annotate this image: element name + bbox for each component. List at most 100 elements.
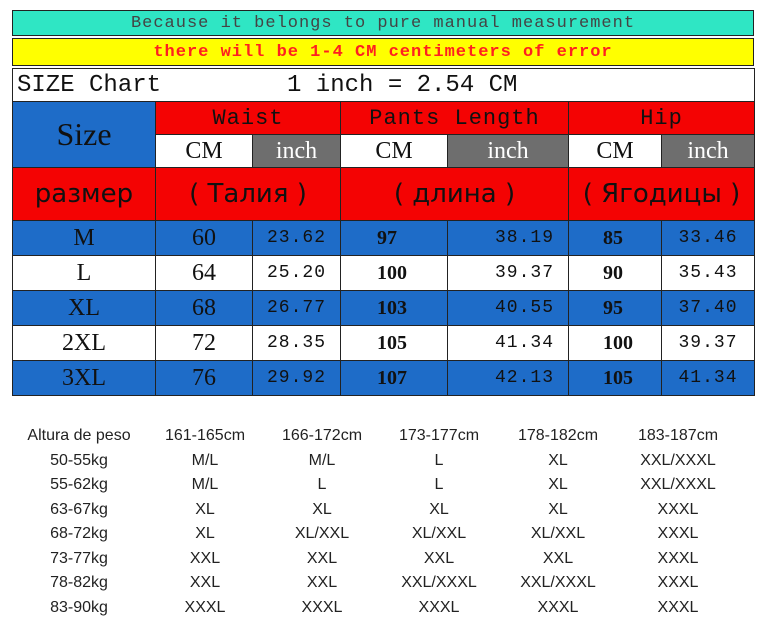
waist-cm-value: 76 bbox=[155, 360, 253, 396]
recommended-size: XL bbox=[548, 476, 568, 494]
recommended-size: XL bbox=[195, 525, 215, 543]
weight-label: 50-55kg bbox=[50, 451, 108, 469]
weight-row: 55-62kg M/L L L XL XXL/XXXL bbox=[12, 473, 738, 498]
length-cm-value: 103 bbox=[340, 290, 448, 326]
size-label: XL bbox=[12, 290, 156, 326]
height-weight-table: Altura de peso 161-165cm 166-172cm 173-1… bbox=[12, 424, 738, 620]
waist-inch-value: 23.62 bbox=[252, 220, 341, 256]
recommended-size: XXL/XXXL bbox=[640, 476, 716, 494]
recommended-size: XL bbox=[429, 500, 449, 518]
hip-cm-value: 85 bbox=[568, 220, 662, 256]
waist-cm-value: 68 bbox=[155, 290, 253, 326]
weight-label: 78-82kg bbox=[50, 574, 108, 592]
length-inch-value: 39.37 bbox=[447, 255, 569, 291]
ru-size-header: размер bbox=[12, 167, 156, 221]
recommended-size: M/L bbox=[191, 451, 219, 469]
size-chart-table: SIZE Chart 1 inch = 2.54 CM Size Waist P… bbox=[11, 68, 756, 396]
size-header: Size bbox=[12, 101, 156, 168]
recommended-size: XXXL bbox=[657, 574, 699, 592]
recommended-size: XL bbox=[312, 500, 332, 518]
hip-inch-value: 39.37 bbox=[660, 325, 756, 361]
height-header: 166-172cm bbox=[281, 427, 363, 445]
length-inch-header: inch bbox=[447, 134, 569, 168]
weight-row: 73-77kg XXL XXL XXL XXL XXXL bbox=[12, 547, 738, 572]
hip-header: Hip bbox=[567, 101, 756, 135]
size-row: M 60 23.62 97 38.19 85 33.46 bbox=[12, 220, 756, 256]
waist-cm-value: 60 bbox=[155, 220, 253, 256]
inch-conversion-note: 1 inch = 2.54 CM bbox=[287, 71, 518, 99]
length-inch-value: 40.55 bbox=[447, 290, 569, 326]
ru-hip-header: ( Ягодицы ) bbox=[567, 167, 756, 221]
weight-label: 68-72kg bbox=[50, 525, 108, 543]
recommended-size: L bbox=[317, 476, 327, 494]
recommended-size: XXL bbox=[189, 549, 221, 567]
hip-cm-value: 100 bbox=[568, 325, 662, 361]
recommended-size: XXXL bbox=[418, 598, 460, 616]
waist-inch-header: inch bbox=[252, 134, 341, 168]
recommended-size: XXXL bbox=[657, 525, 699, 543]
length-inch-value: 41.34 bbox=[447, 325, 569, 361]
error-warning-banner: there will be 1-4 CM centimeters of erro… bbox=[12, 38, 754, 66]
height-header: 178-182cm bbox=[517, 427, 599, 445]
length-cm-value: 97 bbox=[340, 220, 448, 256]
weight-label: 83-90kg bbox=[50, 598, 108, 616]
size-row: 3XL 76 29.92 107 42.13 105 41.34 bbox=[12, 360, 756, 396]
length-cm-value: 107 bbox=[340, 360, 448, 396]
weight-label: 63-67kg bbox=[50, 500, 108, 518]
weight-row: 63-67kg XL XL XL XL XXXL bbox=[12, 498, 738, 523]
height-header-row: Altura de peso 161-165cm 166-172cm 173-1… bbox=[12, 424, 738, 449]
hip-cm-header: CM bbox=[568, 134, 662, 168]
recommended-size: XL bbox=[548, 500, 568, 518]
size-label: 2XL bbox=[12, 325, 156, 361]
recommended-size: XXXL bbox=[657, 500, 699, 518]
pants-length-header: Pants Length bbox=[340, 101, 569, 135]
weight-label: 73-77kg bbox=[50, 549, 108, 567]
height-header: 173-177cm bbox=[398, 427, 480, 445]
recommended-size: XXL/XXXL bbox=[520, 574, 596, 592]
recommended-size: XXL/XXXL bbox=[640, 451, 716, 469]
waist-inch-value: 25.20 bbox=[252, 255, 341, 291]
recommended-size: XXL/XXXL bbox=[401, 574, 477, 592]
size-row: L 64 25.20 100 39.37 90 35.43 bbox=[12, 255, 756, 291]
recommended-size: XXXL bbox=[301, 598, 343, 616]
recommended-size: L bbox=[434, 451, 444, 469]
height-weight-corner-label: Altura de peso bbox=[27, 427, 131, 445]
weight-row: 83-90kg XXXL XXXL XXXL XXXL XXXL bbox=[12, 596, 738, 621]
height-header: 161-165cm bbox=[164, 427, 246, 445]
hip-cm-value: 95 bbox=[568, 290, 662, 326]
size-label: 3XL bbox=[12, 360, 156, 396]
weight-row: 78-82kg XXL XXL XXL/XXXL XXL/XXXL XXXL bbox=[12, 571, 738, 596]
size-chart-title-row: SIZE Chart 1 inch = 2.54 CM bbox=[11, 68, 756, 102]
recommended-size: M/L bbox=[191, 476, 219, 494]
hip-cm-value: 105 bbox=[568, 360, 662, 396]
hip-inch-value: 33.46 bbox=[660, 220, 756, 256]
recommended-size: L bbox=[434, 476, 444, 494]
hip-inch-value: 37.40 bbox=[660, 290, 756, 326]
ru-length-header: ( длина ) bbox=[340, 167, 569, 221]
recommended-size: XXL bbox=[423, 549, 455, 567]
recommended-size: XL/XXL bbox=[530, 525, 586, 543]
recommended-size: XL bbox=[195, 500, 215, 518]
hip-inch-value: 41.34 bbox=[660, 360, 756, 396]
weight-row: 68-72kg XL XL/XXL XL/XXL XL/XXL XXXL bbox=[12, 522, 738, 547]
recommended-size: XL bbox=[548, 451, 568, 469]
height-header: 183-187cm bbox=[637, 427, 719, 445]
waist-header: Waist bbox=[155, 101, 341, 135]
recommended-size: XXL bbox=[189, 574, 221, 592]
weight-row: 50-55kg M/L M/L L XL XXL/XXXL bbox=[12, 449, 738, 474]
recommended-size: XXL bbox=[542, 549, 574, 567]
waist-cm-header: CM bbox=[155, 134, 253, 168]
weight-label: 55-62kg bbox=[50, 476, 108, 494]
recommended-size: XXL bbox=[306, 549, 338, 567]
recommended-size: XL/XXL bbox=[411, 525, 467, 543]
waist-inch-value: 26.77 bbox=[252, 290, 341, 326]
hip-inch-value: 35.43 bbox=[660, 255, 756, 291]
measurement-notice-banner: Because it belongs to pure manual measur… bbox=[12, 10, 754, 36]
length-inch-value: 38.19 bbox=[447, 220, 569, 256]
recommended-size: M/L bbox=[308, 451, 336, 469]
size-label: L bbox=[12, 255, 156, 291]
recommended-size: XXXL bbox=[184, 598, 226, 616]
recommended-size: XXXL bbox=[657, 598, 699, 616]
length-cm-value: 100 bbox=[340, 255, 448, 291]
size-row: 2XL 72 28.35 105 41.34 100 39.37 bbox=[12, 325, 756, 361]
